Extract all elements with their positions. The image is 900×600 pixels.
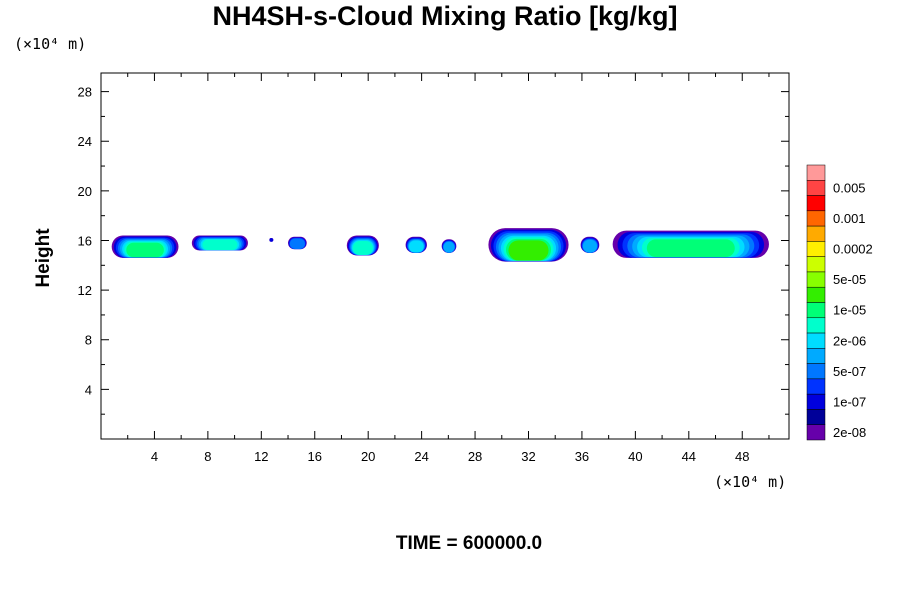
- colorbar-label: 0.001: [833, 211, 866, 226]
- cloud-contour: [443, 241, 455, 253]
- colorbar-label: 2e-06: [833, 333, 866, 348]
- colorbar-label: 5e-05: [833, 272, 866, 287]
- x-tick-label: 12: [254, 449, 268, 464]
- colorbar-segment: [806, 180, 826, 196]
- colorbar-segment: [806, 348, 826, 364]
- x-tick-label: 48: [735, 449, 749, 464]
- chart-title: NH4SH-s-Cloud Mixing Ratio [kg/kg]: [213, 1, 678, 31]
- cloud-contour: [646, 239, 735, 258]
- colorbar-segment: [806, 286, 826, 303]
- x-tick-label: 4: [151, 449, 158, 464]
- colorbar-segment: [806, 241, 826, 257]
- y-tick-label: 4: [85, 382, 92, 397]
- cloud-patch: [580, 236, 600, 253]
- colorbar-label: 1e-07: [833, 394, 866, 409]
- x-tick-label: 28: [468, 449, 482, 464]
- cloud-patch: [269, 238, 274, 242]
- colorbar-segment: [806, 164, 826, 181]
- colorbar-label: 0.0002: [833, 242, 873, 257]
- y-tick-label: 28: [78, 85, 92, 100]
- cloud-contour: [582, 239, 597, 253]
- cloud-patch: [191, 235, 248, 251]
- plot-frame: [100, 72, 790, 440]
- colorbar-segment: [806, 332, 826, 349]
- cloud-contour: [289, 238, 305, 250]
- colorbar-segment: [806, 378, 826, 395]
- y-tick-label: 8: [85, 333, 92, 348]
- cloud-patch: [111, 235, 179, 258]
- colorbar-segment: [806, 393, 826, 410]
- cloud-patch: [405, 236, 427, 253]
- x-axis-unit: (×10⁴ m): [714, 473, 786, 491]
- cloud-contour: [508, 240, 549, 261]
- colorbar-label: 1e-05: [833, 303, 866, 318]
- cloud-contour: [408, 240, 424, 253]
- cloud-patch: [441, 239, 457, 253]
- cloud-contour: [202, 239, 238, 251]
- x-tick-label: 24: [414, 449, 428, 464]
- colorbar-segment: [806, 317, 826, 334]
- y-tick-label: 20: [78, 184, 92, 199]
- cloud-contour: [269, 238, 274, 242]
- colorbar-label: 0.005: [833, 181, 866, 196]
- x-tick-label: 44: [682, 449, 696, 464]
- cloud-patch: [612, 230, 769, 258]
- colorbar-segment: [806, 363, 826, 380]
- cloud-contour: [352, 240, 373, 255]
- x-tick-label: 8: [204, 449, 211, 464]
- y-axis-label: Height: [33, 228, 54, 288]
- x-tick-label: 32: [521, 449, 535, 464]
- y-axis-unit: (×10⁴ m): [14, 35, 86, 53]
- colorbar-segment: [806, 271, 826, 288]
- cloud-patch: [346, 235, 379, 256]
- colorbar-segment: [806, 256, 826, 273]
- y-tick-label: 24: [78, 134, 92, 149]
- colorbar-segment: [806, 195, 826, 212]
- colorbar-segment: [806, 409, 826, 425]
- y-tick-label: 12: [78, 283, 92, 298]
- colorbar-segment: [806, 225, 826, 242]
- cloud-patch: [288, 236, 307, 250]
- cloud-patch: [488, 228, 569, 262]
- time-label: TIME = 600000.0: [396, 533, 542, 554]
- colorbar-label: 5e-07: [833, 364, 866, 379]
- colorbar-label: 2e-08: [833, 425, 866, 440]
- x-tick-label: 36: [575, 449, 589, 464]
- cloud-contour: [126, 242, 164, 258]
- y-tick-label: 16: [78, 233, 92, 248]
- colorbar-segment: [806, 210, 826, 227]
- colorbar-segment: [806, 302, 826, 319]
- colorbar-segment: [806, 424, 826, 441]
- x-tick-label: 16: [308, 449, 322, 464]
- x-tick-label: 40: [628, 449, 642, 464]
- x-tick-label: 20: [361, 449, 375, 464]
